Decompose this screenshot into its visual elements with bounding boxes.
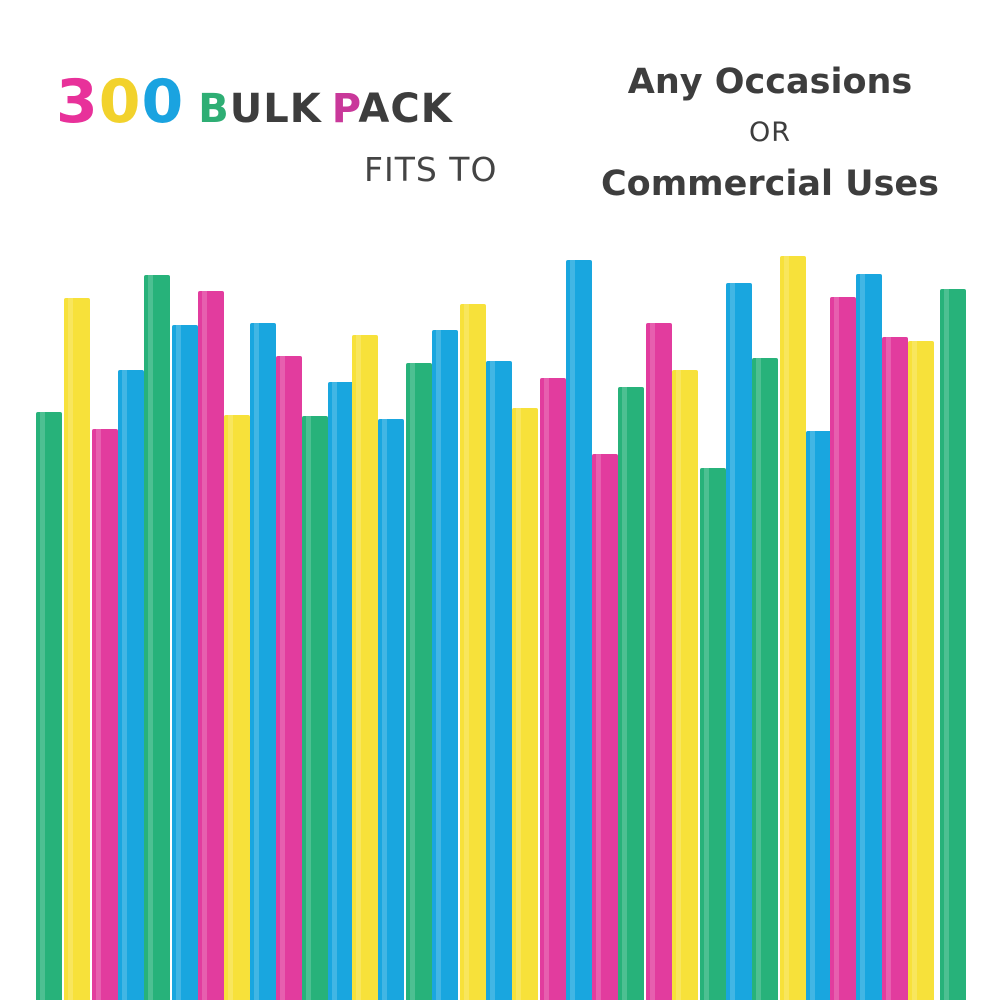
straw-yellow (64, 298, 90, 1000)
count-digit: 0 (141, 67, 185, 137)
straw-pink (92, 429, 118, 1000)
straw-green (36, 412, 62, 1000)
bulk-letter: ULK (229, 86, 322, 132)
any-occasions-text: Any Occasions (627, 62, 913, 102)
straw-pink (276, 356, 302, 1000)
straw-blue (432, 330, 458, 1000)
straw-green (700, 468, 726, 1000)
pack-letter: ACK (358, 86, 453, 132)
count-digit: 3 (56, 67, 99, 137)
straw-green (752, 358, 778, 1000)
pack-letter: P (331, 86, 359, 132)
uses-block: Any Occasions OR Commercial Uses (560, 58, 980, 208)
straw-blue (566, 260, 592, 1000)
straw-blue (378, 419, 404, 1000)
straw-blue (806, 431, 832, 1000)
straw-green (406, 363, 432, 1000)
straw-pink (540, 378, 566, 1000)
straw-green (144, 275, 170, 1000)
straw-pink (830, 297, 856, 1000)
commercial-uses-text: Commercial Uses (600, 164, 940, 204)
straw-pink (882, 337, 908, 1000)
straw-yellow (224, 415, 250, 1000)
straw-blue (856, 274, 882, 1000)
straw-yellow (908, 341, 934, 1000)
straw-yellow (512, 408, 538, 1000)
fits-to-text: FITS TO (364, 150, 498, 189)
straw-yellow (672, 370, 698, 1000)
straw-blue (328, 382, 354, 1000)
bulk-letter: B (198, 86, 230, 132)
straw-green (940, 289, 966, 1000)
straw-blue (172, 325, 198, 1000)
straw-blue (486, 361, 512, 1000)
straw-yellow (460, 304, 486, 1000)
straw-yellow (780, 256, 806, 1000)
straw-blue (118, 370, 144, 1000)
bulk-pack-headline: 300 BULK PACK (56, 72, 453, 132)
straw-blue (250, 323, 276, 1000)
straw-pink (592, 454, 618, 1000)
straw-pink (646, 323, 672, 1000)
straw-blue (726, 283, 752, 1000)
straw-green (302, 416, 328, 1000)
straw-pink (198, 291, 224, 1000)
or-text: OR (748, 117, 791, 148)
straw-yellow (352, 335, 378, 1000)
straw-green (618, 387, 644, 1000)
count-digit: 0 (98, 67, 142, 137)
